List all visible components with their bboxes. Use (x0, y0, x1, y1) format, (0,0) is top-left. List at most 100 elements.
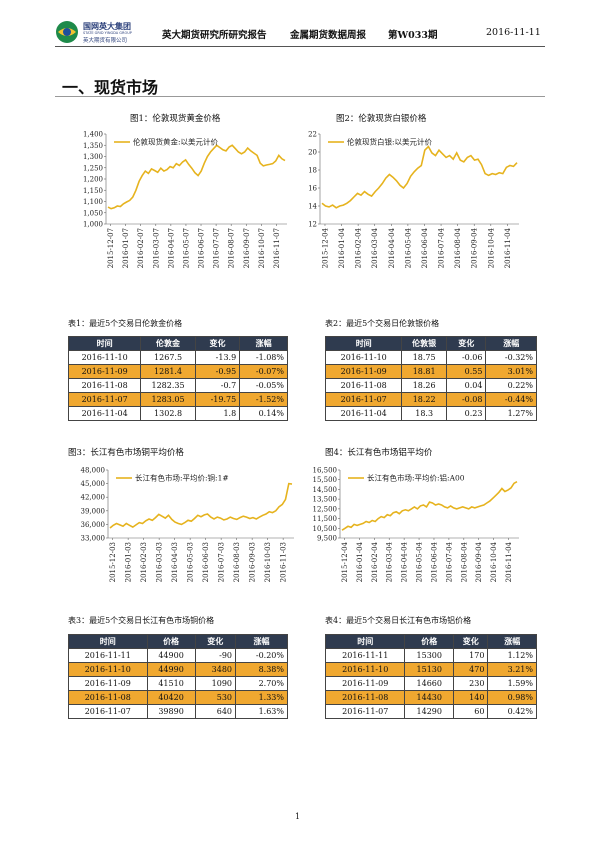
legend-label: 长江有色市场:平均价:铝:A00 (367, 473, 465, 483)
table-cell: 2016-11-10 (68, 662, 148, 677)
table-row: 2016-11-09 18.81 0.55 3.01% (324, 364, 537, 379)
table-cell: 0.23 (445, 406, 487, 421)
table-cell: 1267.5 (140, 350, 196, 365)
x-tick-label: 2016-05-04 (404, 227, 412, 268)
x-tick-label: 2016-05-07 (182, 228, 190, 268)
legend-label: 伦敦现货白银:以美元计价 (347, 137, 433, 147)
x-tick-label: 2015-12-04 (341, 541, 349, 582)
table-cell: 2.70% (235, 676, 288, 691)
table-cell: -0.44% (485, 392, 537, 407)
table-cell: 2016-11-09 (67, 364, 142, 379)
table-cell: -0.32% (485, 350, 537, 365)
y-tick-label: 33,000 (81, 535, 106, 543)
x-tick-label: 2016-10-04 (487, 227, 495, 268)
table-header-row: 时间 价格 变化 涨幅 (324, 634, 537, 649)
x-tick-label: 2016-03-04 (386, 541, 394, 582)
report-date: 2016-11-11 (486, 27, 541, 38)
y-tick-label: 1,200 (83, 176, 103, 184)
table-cell: 2016-11-04 (324, 406, 403, 421)
x-tick-label: 2016-02-04 (371, 541, 379, 582)
silver-price-table: 时间 伦敦银 变化 涨幅 2016-11-10 18.75 -0.06 -0.32% 2016-… (324, 336, 537, 421)
table-cell: 18.3 (401, 406, 447, 421)
table-cell: 1.12% (487, 648, 537, 663)
table-cell: 0.14% (239, 406, 288, 421)
table-cell: 2016-11-08 (67, 378, 142, 393)
table-cell: -1.52% (239, 392, 288, 407)
table-cell: 2016-11-09 (324, 676, 406, 691)
table-cell: 39890 (146, 704, 196, 719)
column-header: 涨幅 (239, 336, 288, 351)
table-row: 2016-11-09 14660 230 1.59% (324, 676, 537, 691)
line-chart-svg: 12 14 16 18 20 22 2015-12-04 2016-01-04 2016-02-… (308, 131, 519, 268)
y-tick-label: 18 (308, 167, 317, 175)
logo-english-name: STATE GRID YINGDA GROUP (83, 31, 132, 35)
table-1-caption: 表1：最近5个交易日伦敦金价格 (68, 319, 183, 328)
table-cell: -19.75 (194, 392, 241, 407)
x-tick-label: 2016-08-04 (460, 541, 468, 582)
y-tick-label: 20 (308, 149, 317, 157)
y-tick-label: 11,500 (313, 515, 338, 523)
table-cell: 1090 (194, 676, 237, 691)
figure-2-caption: 图2：伦敦现货白银价格 (336, 114, 427, 124)
gold-price-table: 时间 伦敦金 变化 涨幅 2016-11-10 1267.5 -13.9 -1.08% 2016… (67, 336, 288, 421)
header-divider (55, 46, 545, 47)
y-tick-label: 42,000 (81, 494, 106, 502)
x-tick-label: 2016-03-07 (152, 228, 160, 268)
y-tick-label: 1,350 (83, 142, 103, 150)
table-2-caption: 表2：最近5个交易日伦敦银价格 (325, 319, 440, 328)
table-cell: 3480 (194, 662, 237, 677)
x-tick-label: 2016-06-07 (198, 228, 206, 268)
table-row: 2016-11-10 1267.5 -13.9 -1.08% (67, 350, 288, 365)
table-cell: 2016-11-10 (67, 350, 142, 365)
y-tick-label: 14 (308, 203, 317, 211)
table-cell: 1.59% (487, 676, 537, 691)
table-cell: 1.63% (235, 704, 288, 719)
table-cell: 1282.35 (140, 378, 196, 393)
table-cell: 1283.05 (140, 392, 196, 407)
table-cell: 2016-11-08 (68, 690, 148, 705)
x-tick-label: 2016-07-07 (213, 228, 221, 268)
line-chart-svg: 1,000 1,050 1,100 1,150 1,200 1,250 1,300 1,350… (83, 131, 287, 268)
table-row: 2016-11-08 40420 530 1.33% (68, 690, 288, 705)
table-cell: 60 (453, 704, 489, 719)
table-cell: 2016-11-07 (324, 392, 403, 407)
column-header: 变化 (194, 336, 241, 351)
table-cell: 170 (453, 648, 489, 663)
table-3-caption: 表3：最近5个交易日长江有色市场铜价格 (68, 616, 215, 625)
table-header-row: 时间 价格 变化 涨幅 (68, 634, 288, 649)
figure-4-caption: 图4：长江有色市场铝平均价 (325, 448, 433, 458)
y-tick-label: 45,000 (81, 480, 106, 488)
x-tick-label: 2016-11-04 (505, 541, 513, 582)
table-cell: 44990 (146, 662, 196, 677)
x-tick-label: 2016-02-07 (137, 228, 145, 268)
table-cell: 15300 (404, 648, 455, 663)
x-tick-label: 2016-03-03 (156, 542, 164, 582)
y-tick-label: 1,050 (83, 209, 103, 217)
table-cell: -0.95 (194, 364, 241, 379)
table-cell: 230 (453, 676, 489, 691)
copper-price-chart: 33,000 36,000 39,000 42,000 45,000 48,000 2015… (68, 462, 298, 582)
table-cell: 2016-11-09 (324, 364, 403, 379)
x-tick-label: 2016-06-03 (202, 542, 210, 582)
table-cell: 0.04 (445, 378, 487, 393)
y-tick-label: 48,000 (81, 467, 106, 475)
table-row: 2016-11-09 1281.4 -0.95 -0.07% (67, 364, 288, 379)
report-source: 英大期货研究所研究报告 (162, 30, 267, 41)
table-cell: 18.81 (401, 364, 447, 379)
table-row: 2016-11-07 14290 60 0.42% (324, 704, 537, 719)
table-row: 2016-11-04 18.3 0.23 1.27% (324, 406, 537, 421)
table-header-row: 时间 伦敦金 变化 涨幅 (67, 336, 288, 351)
gold-price-chart: 1,000 1,050 1,100 1,150 1,200 1,250 1,300 1,350… (68, 126, 293, 276)
x-tick-label: 2016-01-03 (125, 542, 133, 582)
table-row: 2016-11-04 1302.8 1.8 0.14% (67, 406, 288, 421)
x-tick-label: 2016-06-04 (421, 227, 429, 268)
legend-label: 长江有色市场:平均价:铜:1# (135, 473, 229, 483)
section-title: 一、现货市场 (62, 78, 159, 97)
aluminum-price-chart: 9,500 10,500 11,500 12,500 13,500 14,500 15,50… (300, 462, 525, 582)
table-cell: 15130 (404, 662, 455, 677)
report-issue: 第W033期 (388, 30, 438, 41)
x-tick-label: 2016-09-04 (471, 227, 479, 268)
y-tick-label: 14,500 (313, 486, 338, 494)
table-row: 2016-11-08 1282.35 -0.7 -0.05% (67, 378, 288, 393)
table-cell: -0.05% (239, 378, 288, 393)
